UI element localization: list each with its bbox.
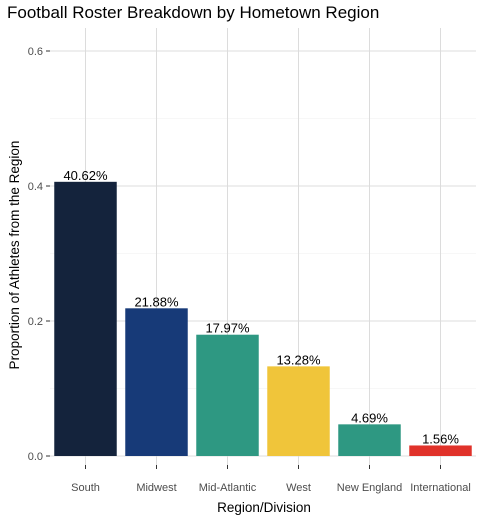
bar-west — [267, 366, 330, 456]
y-axis: 0.0 0.2 0.4 0.6 — [28, 46, 50, 463]
x-tick-label: South — [71, 482, 100, 494]
x-tick-label: West — [286, 482, 311, 494]
y-tick-label: 0.4 — [28, 181, 43, 193]
x-axis: South Midwest Mid-Atlantic West New England I… — [71, 465, 471, 494]
data-label: 4.69% — [351, 410, 388, 425]
y-tick-label: 0.0 — [28, 451, 43, 463]
chart-title: Football Roster Breakdown by Hometown Re… — [7, 3, 379, 22]
bar-new-england — [338, 424, 401, 456]
data-label: 17.97% — [205, 321, 250, 336]
bars — [54, 181, 472, 456]
data-label: 1.56% — [422, 431, 459, 446]
x-tick-label: International — [410, 482, 471, 494]
bar-international — [409, 445, 472, 456]
data-label: 21.88% — [134, 294, 179, 309]
y-tick-label: 0.2 — [28, 316, 43, 328]
bar-midwest — [125, 308, 188, 456]
data-label: 40.62% — [63, 168, 108, 183]
data-labels: 40.62% 21.88% 17.97% 13.28% 4.69% 1.56% — [63, 168, 459, 447]
y-axis-title: Proportion of Athletes from the Region — [7, 141, 22, 370]
bar-mid-atlantic — [196, 334, 259, 456]
bar-south — [54, 181, 117, 456]
x-tick-label: Mid-Atlantic — [199, 482, 257, 494]
y-tick-label: 0.6 — [28, 46, 43, 58]
x-axis-title: Region/Division — [217, 500, 311, 515]
x-tick-label: New England — [337, 482, 402, 494]
x-tick-label: Midwest — [136, 482, 176, 494]
data-label: 13.28% — [276, 352, 321, 367]
